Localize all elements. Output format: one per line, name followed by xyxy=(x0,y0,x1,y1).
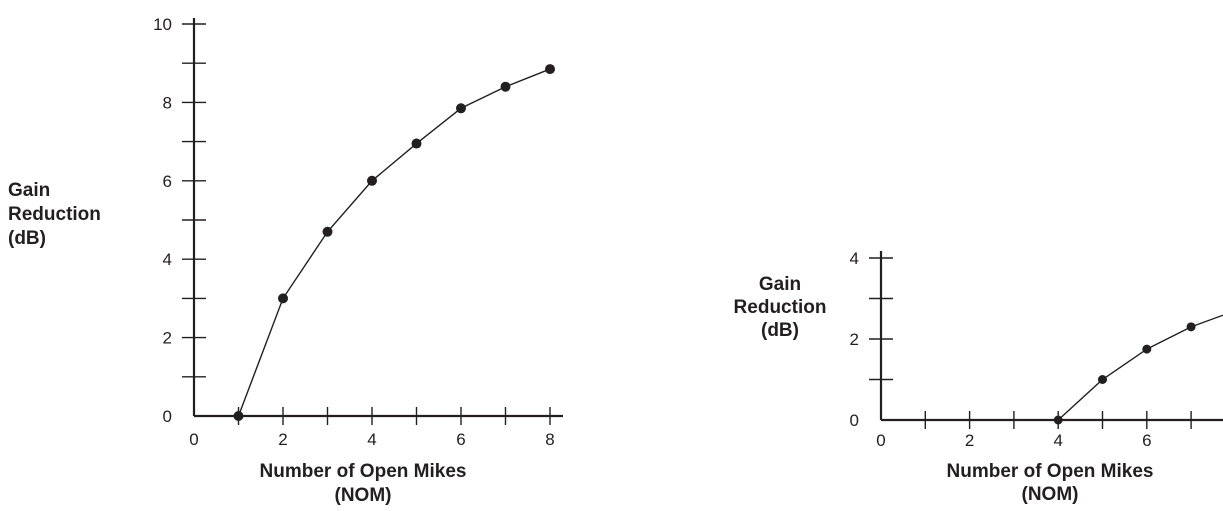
chart-0-x-tick-label: 2 xyxy=(278,430,287,449)
chart-left: 0 2 4 6 8 0 2 4 6 8 10 Gain Reduction (dB) Number of O… xyxy=(8,15,563,506)
chart-0-data-point xyxy=(500,81,511,92)
chart-0-y-axis-title: Reduction xyxy=(8,204,101,225)
chart-0-y-tick-label: 0 xyxy=(163,407,172,426)
chart-0-data-point xyxy=(411,138,422,149)
chart-0-data-point xyxy=(545,64,555,75)
chart-1-y-tick-label: 0 xyxy=(850,411,859,430)
chart-1-data-point xyxy=(1186,322,1196,332)
chart-0-y-tick-label: 10 xyxy=(153,15,172,34)
chart-0-x-tick-label: 6 xyxy=(456,430,465,449)
chart-1-x-axis-title: (NOM) xyxy=(1022,484,1079,505)
chart-1-data-point xyxy=(1053,415,1063,425)
chart-1-x-tick-label: 6 xyxy=(1142,431,1151,450)
chart-1-x-tick-label: 2 xyxy=(965,431,974,450)
chart-1-y-axis-title: Reduction xyxy=(734,297,827,318)
chart-1-x-tick-label: 0 xyxy=(876,431,885,450)
chart-0-y-tick-label: 6 xyxy=(163,172,172,191)
chart-1-y-axis-title: (dB) xyxy=(761,320,799,341)
chart-1-y-tick-label: 4 xyxy=(850,249,859,268)
chart-1-y-tick-label: 2 xyxy=(850,330,859,349)
chart-1-data-point xyxy=(1098,375,1107,384)
chart-1-data-point xyxy=(1142,344,1152,354)
chart-0-x-tick-label: 8 xyxy=(545,430,554,449)
chart-0-y-axis-title: (dB) xyxy=(8,228,46,249)
chart-0-data-point xyxy=(322,226,333,237)
chart-0-data-point xyxy=(278,293,288,304)
chart-1-y-axis-title: Gain xyxy=(759,274,801,295)
chart-1-x-axis-title: Number of Open Mikes xyxy=(947,461,1154,482)
chart-0-x-axis-title: (NOM) xyxy=(335,485,392,506)
chart-1-x-tick-label: 4 xyxy=(1053,431,1062,450)
chart-0-y-tick-label: 8 xyxy=(163,93,172,112)
chart-0-y-tick-label: 2 xyxy=(163,329,172,348)
chart-0-data-point xyxy=(456,103,466,114)
chart-0-y-axis-title: Gain xyxy=(8,180,50,201)
chart-right: 02468024GainReduction(dB)Number of Open … xyxy=(734,249,1223,505)
chart-0-x-axis-title: Number of Open Mikes xyxy=(260,461,467,482)
chart-0-series-line xyxy=(237,68,551,417)
chart-0-data-point xyxy=(233,411,244,421)
chart-0-x-tick-label: 4 xyxy=(367,430,376,449)
chart-0-y-tick-label: 4 xyxy=(163,250,172,269)
chart-1-series-line xyxy=(1057,314,1223,421)
chart-0-x-tick-label: 0 xyxy=(189,430,198,449)
chart-0-data-point xyxy=(367,175,377,186)
